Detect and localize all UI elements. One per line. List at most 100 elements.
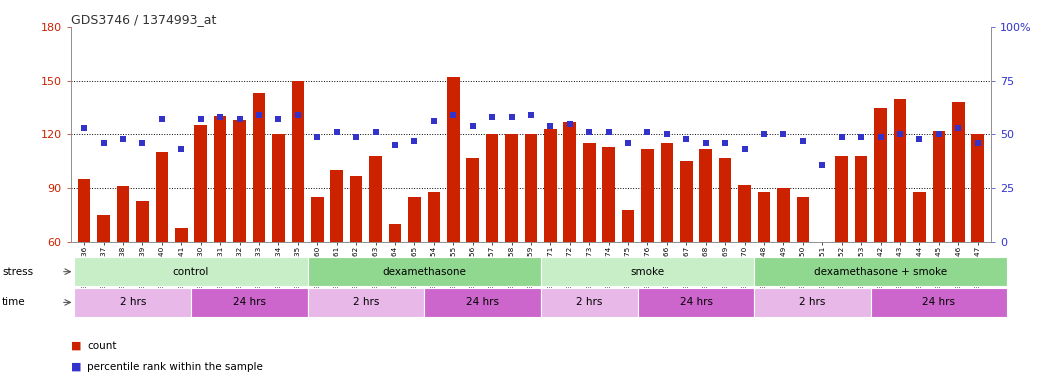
Bar [874,108,886,242]
Point [387,142,404,148]
Point [231,116,248,122]
Point [911,136,928,142]
Point [658,131,675,137]
Point [212,114,228,120]
Bar [307,257,541,286]
Bar [428,192,440,242]
Bar [680,161,692,242]
Text: time: time [2,297,26,308]
Point [775,131,792,137]
Bar [758,192,770,242]
Text: 2 hrs: 2 hrs [119,297,146,308]
Bar [564,122,576,242]
Point [834,134,850,140]
Text: GDS3746 / 1374993_at: GDS3746 / 1374993_at [71,13,216,26]
Point [853,134,870,140]
Bar [719,158,732,242]
Bar [408,197,420,242]
Point [581,129,598,135]
Point [969,140,986,146]
Point [309,134,326,140]
Text: ■: ■ [71,341,81,351]
Bar [700,149,712,242]
Point [620,140,636,146]
Point [115,136,132,142]
Bar [755,257,1007,286]
Point [872,134,889,140]
Bar [544,129,556,242]
Bar [466,158,479,242]
Bar [75,257,307,286]
Text: percentile rank within the sample: percentile rank within the sample [87,362,263,372]
Bar [75,288,191,317]
Bar [175,228,188,242]
Point [328,129,345,135]
Bar [637,288,755,317]
Text: ■: ■ [71,362,81,372]
Text: 24 hrs: 24 hrs [466,297,499,308]
Bar [932,131,946,242]
Bar [214,116,226,242]
Point [639,129,656,135]
Bar [913,192,926,242]
Point [542,123,558,129]
Point [367,129,384,135]
Text: 24 hrs: 24 hrs [923,297,955,308]
Bar [370,156,382,242]
Bar [894,99,906,242]
Bar [524,134,538,242]
Bar [486,134,498,242]
Bar [191,288,307,317]
Text: control: control [172,266,210,277]
Point [756,131,772,137]
Bar [78,179,90,242]
Point [445,112,462,118]
Point [794,138,811,144]
Bar [292,81,304,242]
Point [290,112,306,118]
Bar [136,201,148,242]
Point [426,118,442,124]
Bar [660,143,674,242]
Point [950,125,966,131]
Bar [836,156,848,242]
Point [192,116,209,122]
Bar [98,215,110,242]
Text: stress: stress [2,266,33,277]
Text: dexamethasone + smoke: dexamethasone + smoke [814,266,947,277]
Point [406,138,422,144]
Bar [311,197,324,242]
Point [76,125,92,131]
Bar [307,288,425,317]
Bar [622,210,634,242]
Bar [194,126,207,242]
Text: 2 hrs: 2 hrs [576,297,602,308]
Point [600,129,617,135]
Text: 2 hrs: 2 hrs [353,297,379,308]
Point [522,112,540,118]
Text: 24 hrs: 24 hrs [680,297,712,308]
Bar [583,143,596,242]
Bar [541,257,755,286]
Bar [816,242,828,342]
Point [95,140,112,146]
Bar [330,170,343,242]
Point [134,140,151,146]
Bar [952,102,964,242]
Bar [755,288,871,317]
Bar [425,288,541,317]
Point [270,116,286,122]
Bar [156,152,168,242]
Point [698,140,714,146]
Point [892,131,908,137]
Point [678,136,694,142]
Point [503,114,520,120]
Point [814,161,830,167]
Point [484,114,500,120]
Bar [272,134,284,242]
Bar [234,120,246,242]
Bar [855,156,868,242]
Bar [738,185,750,242]
Point [464,123,481,129]
Bar [447,77,460,242]
